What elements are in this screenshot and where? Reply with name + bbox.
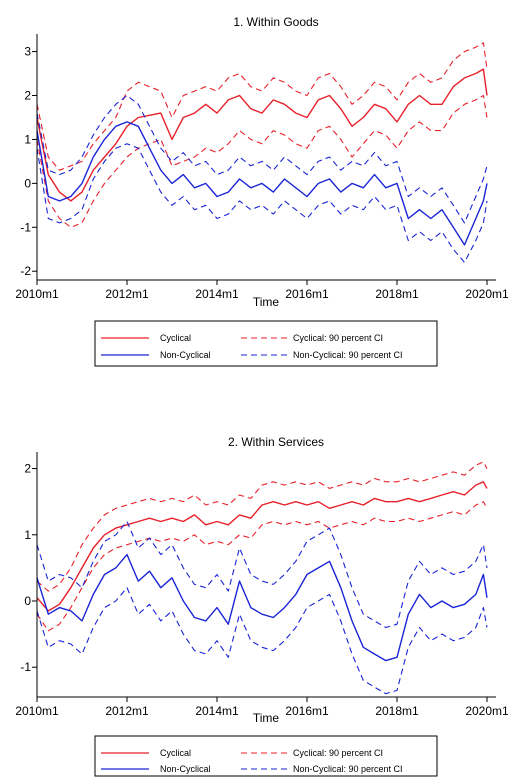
legend-label-noncyclical-ci: Non-Cyclical: 90 percent CI <box>293 350 403 360</box>
y-tick-label: -1 <box>20 220 31 234</box>
y-tick-label: 2 <box>24 89 31 103</box>
x-ticks: 2010m1 2012m1 2014m1 2016m1 2018m1 2020m1 <box>15 697 509 718</box>
y-ticks: -1 0 1 2 <box>20 462 37 674</box>
series-line-noncyclical <box>36 121 488 246</box>
x-ticks: 2010m1 2012m1 2014m1 2016m1 2018m1 2020m1 <box>15 280 509 301</box>
legend-label-cyclical: Cyclical <box>160 333 191 343</box>
y-tick-label: 3 <box>24 45 31 59</box>
y-tick-label: 0 <box>24 176 31 190</box>
legend: Cyclical Cyclical: 90 percent CI Non-Cyc… <box>94 320 438 367</box>
chart-title: 2. Within Services <box>228 435 324 449</box>
y-tick-label: 0 <box>24 594 31 608</box>
legend-box <box>94 320 438 367</box>
x-tick-label: 2010m1 <box>15 287 59 301</box>
series-line-cyclical <box>36 68 488 202</box>
legend-label-cyclical: Cyclical <box>160 748 191 758</box>
legend-label-cyclical-ci: Cyclical: 90 percent CI <box>293 748 383 758</box>
x-tick-label: 2014m1 <box>195 704 239 718</box>
x-tick-label: 2020m1 <box>465 704 509 718</box>
series-line-cyclical-ci <box>36 94 488 228</box>
x-tick-label: 2016m1 <box>285 287 329 301</box>
series-line-noncyclical-ci <box>36 143 488 263</box>
y-tick-label: 1 <box>24 528 31 542</box>
legend: Cyclical Cyclical: 90 percent CI Non-Cyc… <box>94 735 438 777</box>
chart-title: 1. Within Goods <box>233 15 318 29</box>
y-tick-label: -1 <box>20 660 31 674</box>
series-line-cyclical <box>36 481 488 612</box>
x-tick-label: 2018m1 <box>375 704 419 718</box>
legend-label-noncyclical: Non-Cyclical <box>160 764 211 774</box>
series-line-noncyclical <box>36 553 488 662</box>
series-line-noncyclical-ci <box>36 94 488 224</box>
x-tick-label: 2012m1 <box>105 287 149 301</box>
y-tick-label: -2 <box>20 264 31 278</box>
x-tick-label: 2012m1 <box>105 704 149 718</box>
x-tick-label: 2020m1 <box>465 287 509 301</box>
series-line-cyclical-ci <box>36 461 488 592</box>
legend-label-cyclical-ci: Cyclical: 90 percent CI <box>293 333 383 343</box>
x-axis-label: Time <box>253 295 280 309</box>
x-tick-label: 2014m1 <box>195 287 239 301</box>
legend-label-noncyclical: Non-Cyclical <box>160 350 211 360</box>
x-axis-label: Time <box>253 711 280 725</box>
y-tick-label: 2 <box>24 462 31 476</box>
x-tick-label: 2016m1 <box>285 704 329 718</box>
y-tick-label: 1 <box>24 132 31 146</box>
series-line-cyclical-ci <box>36 501 488 632</box>
series-line-cyclical-ci <box>36 42 488 171</box>
legend-label-noncyclical-ci: Non-Cyclical: 90 percent CI <box>293 764 403 774</box>
plot-area <box>36 461 488 695</box>
series-line-noncyclical-ci <box>36 520 488 629</box>
y-ticks: -2 -1 0 1 2 3 <box>20 45 37 278</box>
series-line-noncyclical-ci <box>36 587 488 695</box>
x-tick-label: 2010m1 <box>15 704 59 718</box>
plot-area <box>36 42 488 263</box>
x-tick-label: 2018m1 <box>375 287 419 301</box>
